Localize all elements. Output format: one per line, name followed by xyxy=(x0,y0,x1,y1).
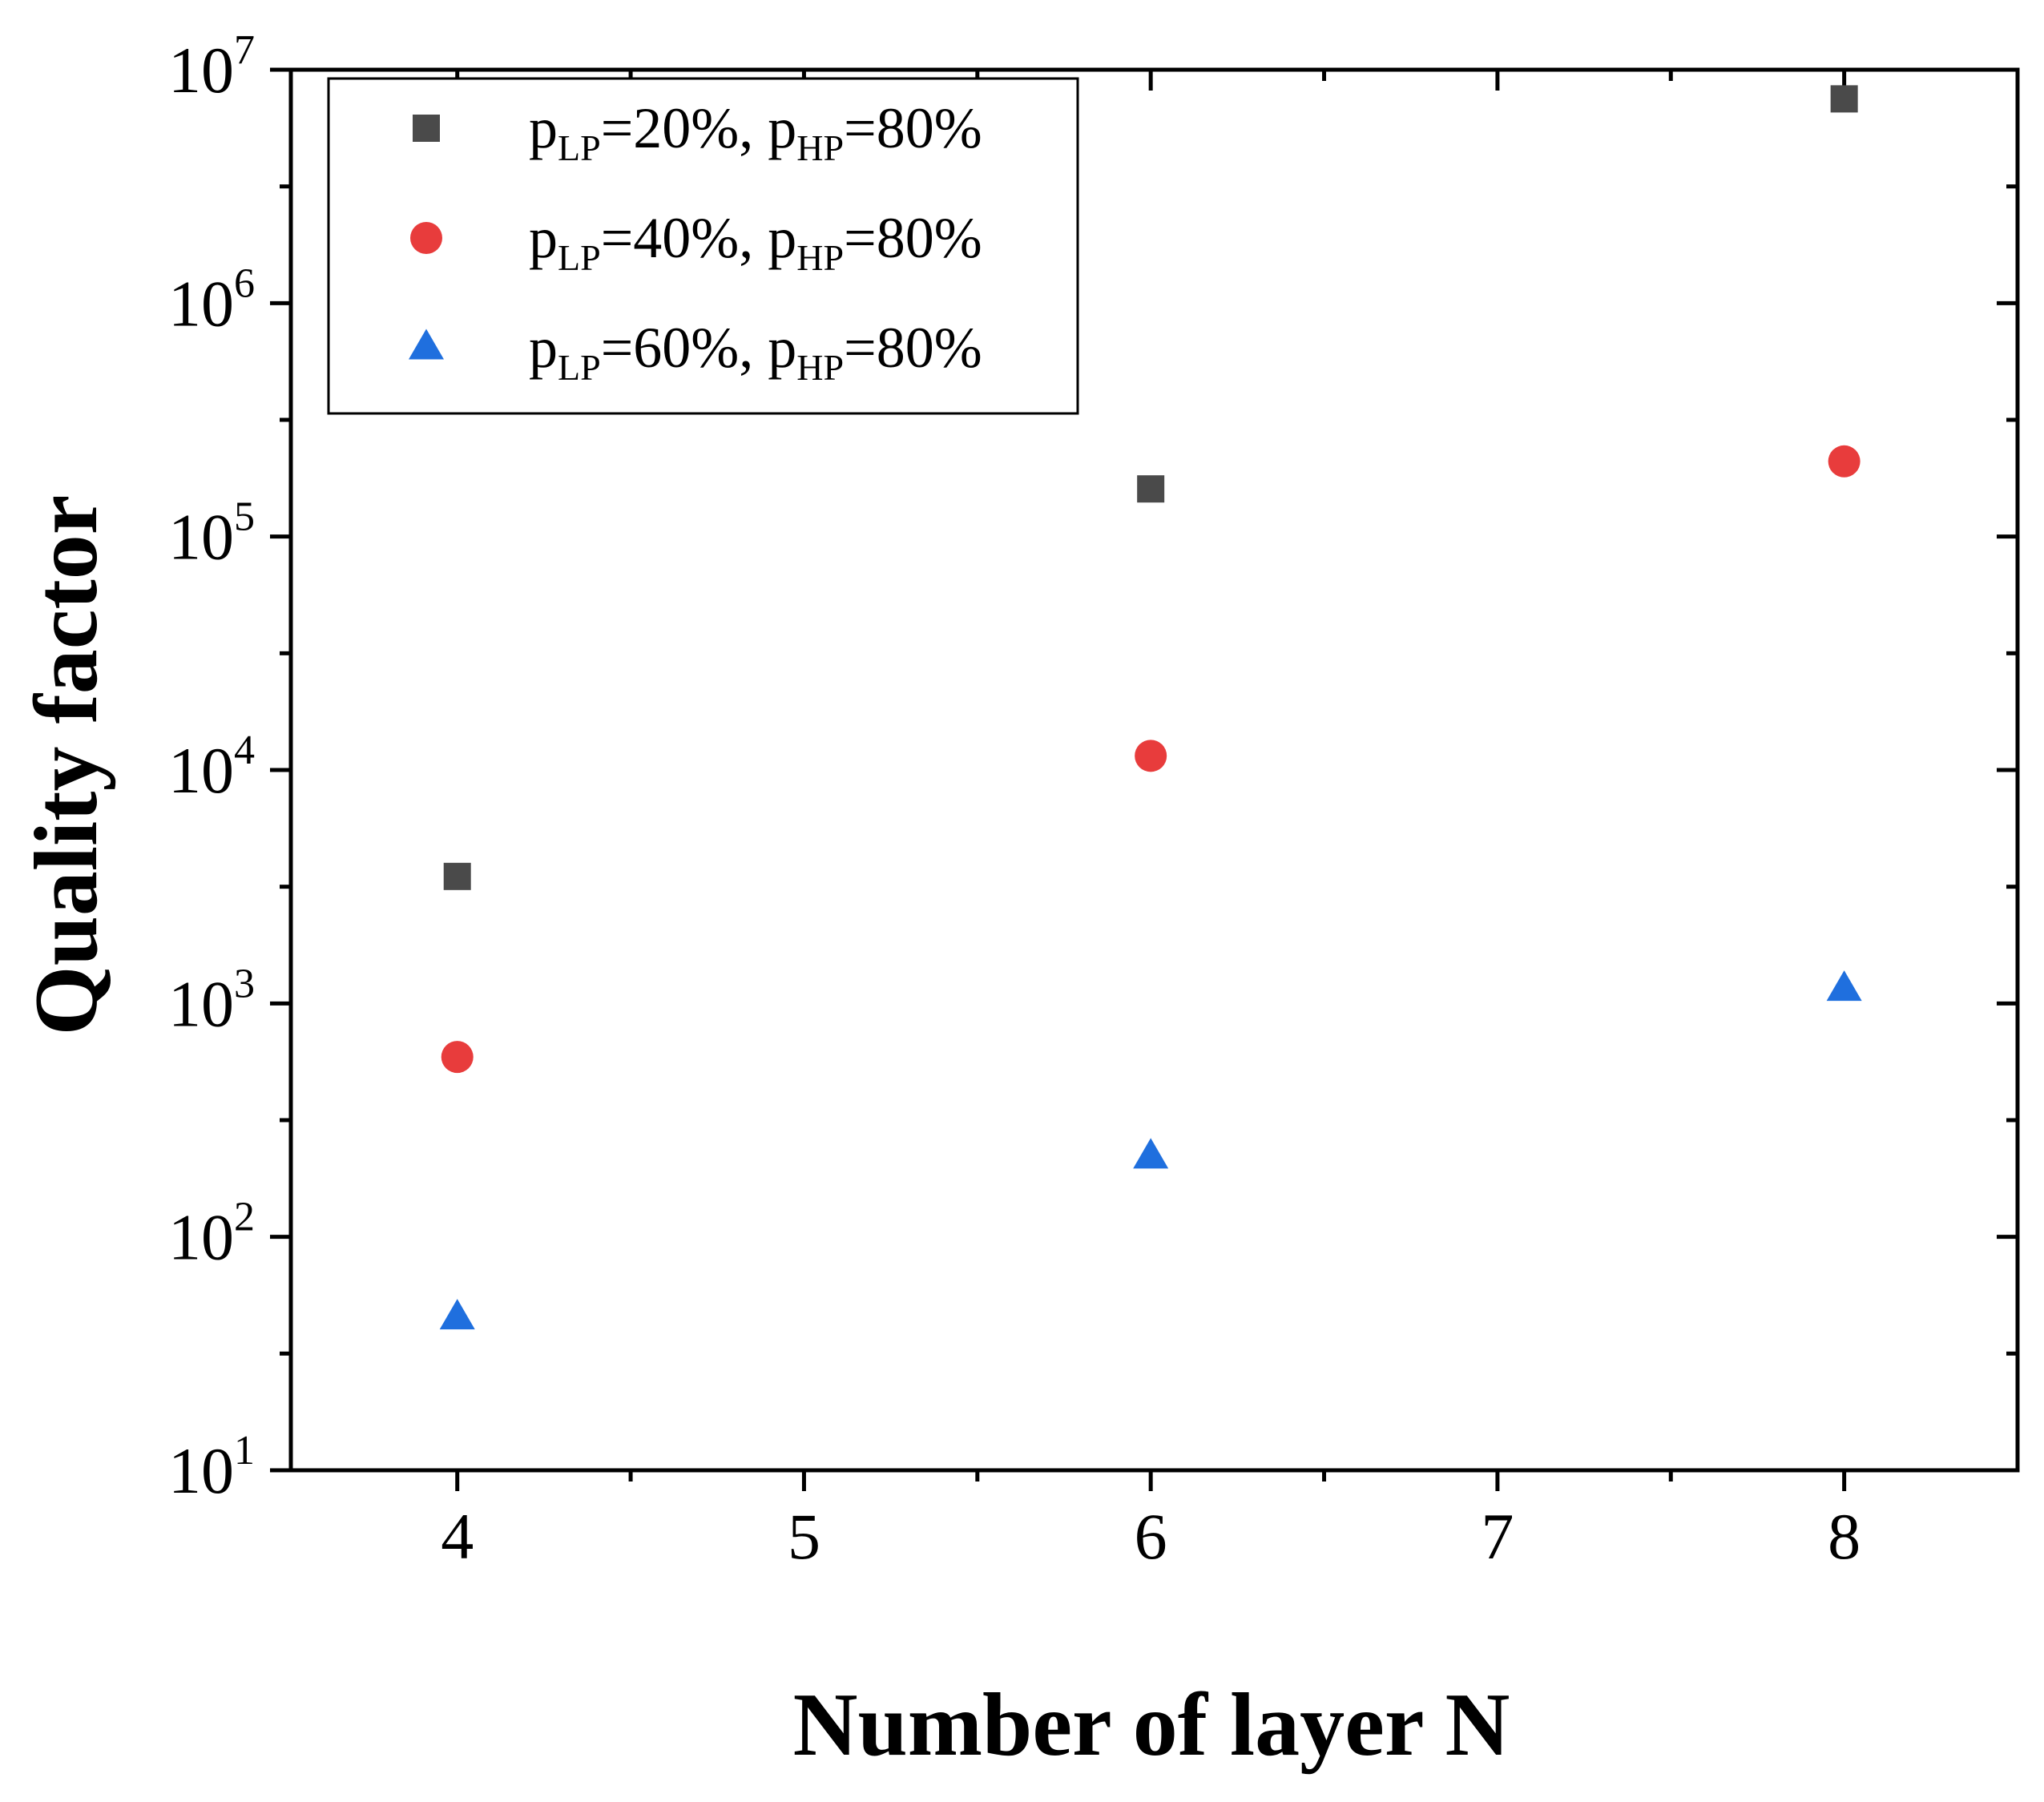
data-point-series-2 xyxy=(1135,740,1167,772)
data-points xyxy=(439,85,1862,1330)
y-tick-label: 101 xyxy=(168,1428,255,1507)
data-point-series-1 xyxy=(1137,475,1165,503)
legend-box xyxy=(327,77,1079,415)
y-tick-label: 102 xyxy=(168,1195,255,1274)
legend-marker-series-2 xyxy=(410,222,442,254)
legend-marker-series-3 xyxy=(409,329,444,360)
data-point-series-1 xyxy=(443,862,471,890)
data-point-series-3 xyxy=(439,1299,475,1330)
legend: pLP=20%, pHP=80% pLP=40%, pHP=80% pLP=60%,… xyxy=(327,77,1079,415)
x-tick-label: 4 xyxy=(441,1500,474,1573)
y-tick-label: 107 xyxy=(168,27,255,107)
y-tick-label: 104 xyxy=(168,728,255,807)
y-tick-labels: 101 102 103 104 105 106 107 xyxy=(168,27,255,1507)
data-point-series-3 xyxy=(1826,970,1862,1002)
data-point-series-1 xyxy=(1830,85,1858,113)
legend-label-series-2: pLP=40%, pHP=80% xyxy=(529,206,982,278)
legend-label-series-3: pLP=60%, pHP=80% xyxy=(529,316,982,388)
data-point-series-2 xyxy=(441,1041,474,1074)
data-point-series-2 xyxy=(1828,445,1861,478)
x-tick-label: 5 xyxy=(788,1500,820,1573)
y-axis-title: Quality factor xyxy=(17,495,116,1036)
y-tick-label: 103 xyxy=(168,961,255,1040)
data-point-series-3 xyxy=(1133,1138,1169,1169)
x-tick-label: 8 xyxy=(1828,1500,1861,1573)
x-axis-title: Number of layer N xyxy=(793,1675,1510,1775)
x-tick-labels: 4 5 6 7 8 xyxy=(441,1500,1861,1573)
y-tick-label: 105 xyxy=(168,494,255,574)
y-tick-label: 106 xyxy=(168,260,255,340)
x-tick-label: 6 xyxy=(1135,1500,1167,1573)
legend-marker-series-1 xyxy=(413,115,440,142)
x-tick-label: 7 xyxy=(1481,1500,1514,1573)
legend-label-series-1: pLP=20%, pHP=80% xyxy=(529,96,982,168)
